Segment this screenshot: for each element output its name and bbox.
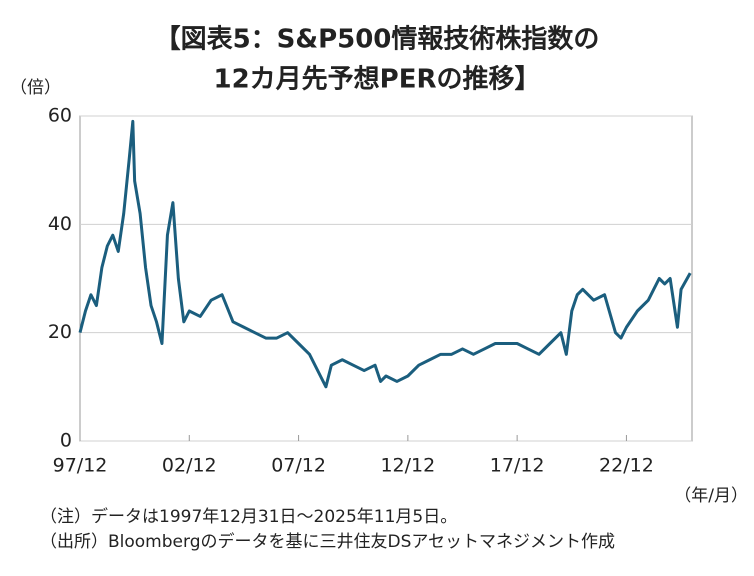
x-tick-label: 12/12 [380,455,435,477]
x-tick-label: 02/12 [162,455,217,477]
y-tick-label: 0 [60,430,72,452]
chart-title: 12カ月先予想PERの推移】 [213,65,540,95]
x-tick-label: 07/12 [271,455,326,477]
note: （注）データは1997年12月31日～2025年11月5日。 [40,506,457,527]
plot-frame [79,115,693,442]
x-tick-label: 17/12 [490,455,545,477]
x-axis-label: （年/月） [674,486,748,506]
chart-title: 【図表5：S&P500情報技術株指数の [155,25,600,55]
x-tick-label: 22/12 [599,455,654,477]
line-series [78,119,692,389]
note: （出所）Bloombergのデータを基に三井住友DSアセットマネジメント作成 [40,531,615,552]
y-axis-label: （倍） [10,78,61,98]
x-tick-label: 97/12 [53,455,108,477]
y-tick-label: 60 [48,105,72,127]
y-tick-label: 40 [48,213,72,235]
y-tick-label: 20 [48,321,72,343]
